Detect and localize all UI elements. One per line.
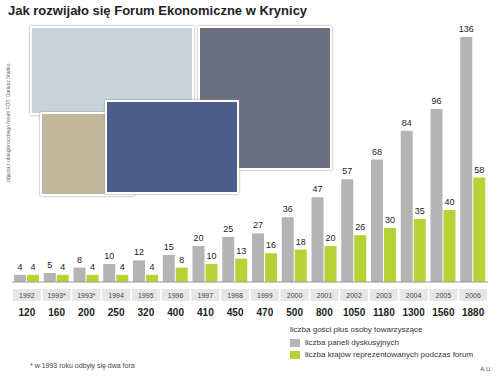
svg-text:1050: 1050 <box>343 307 366 318</box>
svg-text:20: 20 <box>193 233 203 243</box>
svg-text:2005: 2005 <box>436 292 452 299</box>
svg-text:410: 410 <box>197 307 214 318</box>
svg-text:12: 12 <box>134 247 144 257</box>
svg-text:1300: 1300 <box>403 307 426 318</box>
svg-text:1560: 1560 <box>432 307 455 318</box>
svg-text:2001: 2001 <box>317 292 333 299</box>
svg-text:47: 47 <box>312 184 322 194</box>
svg-text:1993*: 1993* <box>77 292 96 299</box>
svg-text:36: 36 <box>283 204 293 214</box>
svg-text:800: 800 <box>316 307 333 318</box>
svg-text:30: 30 <box>385 215 395 225</box>
html-text:A.U.: A.U. <box>480 366 492 372</box>
svg-text:4: 4 <box>120 262 125 272</box>
svg-text:68: 68 <box>372 147 382 157</box>
svg-text:2000: 2000 <box>287 292 303 299</box>
svg-text:1994: 1994 <box>108 292 124 299</box>
html-text:zdjęcia z ubiegłorocznego foru: zdjęcia z ubiegłorocznego forum FOT. Dar… <box>5 63 11 183</box>
svg-text:1996: 1996 <box>168 292 184 299</box>
svg-text:35: 35 <box>415 206 425 216</box>
svg-text:200: 200 <box>78 307 95 318</box>
svg-text:4: 4 <box>60 262 65 272</box>
svg-text:4: 4 <box>90 262 95 272</box>
svg-text:1880: 1880 <box>462 307 485 318</box>
svg-text:1180: 1180 <box>373 307 395 318</box>
svg-text:2002: 2002 <box>346 292 362 299</box>
svg-text:84: 84 <box>402 118 412 128</box>
svg-text:27: 27 <box>253 220 263 230</box>
svg-text:13: 13 <box>236 246 246 256</box>
svg-text:450: 450 <box>227 307 244 318</box>
svg-text:160: 160 <box>48 307 65 318</box>
html-text:* w 1993 roku odbyły się dwa f: * w 1993 roku odbyły się dwa fora <box>30 362 135 369</box>
svg-text:1993*: 1993* <box>47 292 66 299</box>
svg-text:8: 8 <box>179 255 184 265</box>
svg-text:4: 4 <box>30 262 35 272</box>
svg-text:96: 96 <box>431 96 441 106</box>
svg-text:5: 5 <box>47 260 52 270</box>
svg-text:8: 8 <box>77 255 82 265</box>
svg-text:2006: 2006 <box>465 292 481 299</box>
svg-text:26: 26 <box>355 222 365 232</box>
svg-text:470: 470 <box>257 307 274 318</box>
svg-text:136: 136 <box>459 24 474 34</box>
svg-text:10: 10 <box>206 251 216 261</box>
svg-text:2004: 2004 <box>406 292 422 299</box>
svg-text:15: 15 <box>164 242 174 252</box>
html-text:liczba gości plus osoby towarz: liczba gości plus osoby towarzyszące <box>290 325 423 334</box>
html-text:liczba paneli dyskusyjnych: liczba paneli dyskusyjnych <box>305 338 399 347</box>
svg-text:1997: 1997 <box>198 292 214 299</box>
svg-text:250: 250 <box>108 307 125 318</box>
svg-text:16: 16 <box>266 240 276 250</box>
svg-text:25: 25 <box>223 224 233 234</box>
svg-text:1995: 1995 <box>138 292 154 299</box>
html-text:liczba krajów reprezentowanych: liczba krajów reprezentowanych podczas f… <box>305 350 474 359</box>
svg-text:400: 400 <box>167 307 184 318</box>
svg-text:58: 58 <box>474 165 484 175</box>
svg-text:1998: 1998 <box>227 292 243 299</box>
html-text:Jak rozwijało się Forum Ekonom: Jak rozwijało się Forum Ekonomiczne w Kr… <box>8 3 308 18</box>
svg-text:2003: 2003 <box>376 292 392 299</box>
svg-text:500: 500 <box>286 307 303 318</box>
svg-text:20: 20 <box>325 233 335 243</box>
svg-text:57: 57 <box>342 166 352 176</box>
svg-text:10: 10 <box>104 251 114 261</box>
svg-text:18: 18 <box>296 237 306 247</box>
svg-text:320: 320 <box>138 307 155 318</box>
svg-text:40: 40 <box>444 197 454 207</box>
svg-text:1999: 1999 <box>257 292 273 299</box>
svg-text:4: 4 <box>149 262 154 272</box>
svg-text:1992: 1992 <box>19 292 35 299</box>
svg-text:4: 4 <box>17 262 22 272</box>
svg-text:120: 120 <box>19 307 36 318</box>
